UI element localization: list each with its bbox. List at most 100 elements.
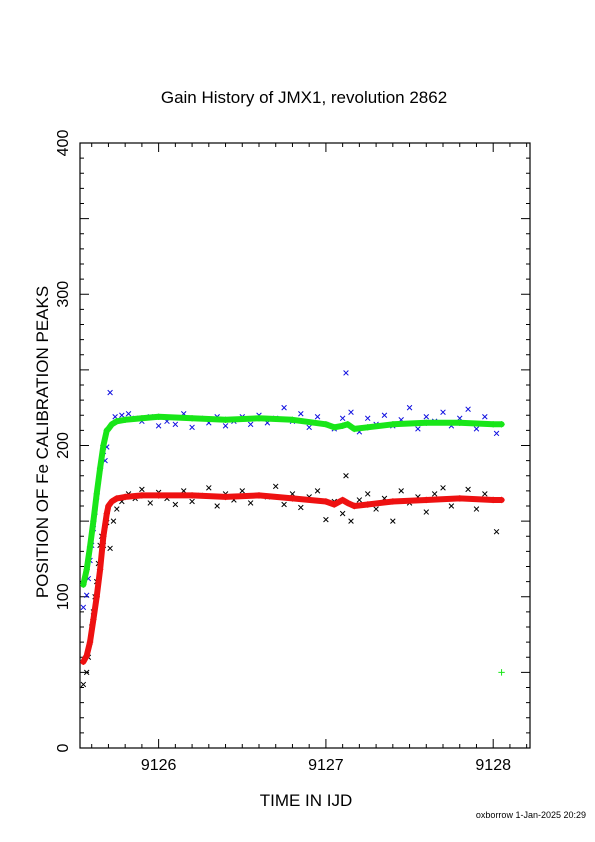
data-marks (80, 370, 505, 688)
data-point (440, 409, 446, 415)
data-point (83, 669, 90, 676)
data-point (114, 506, 120, 512)
data-point (103, 510, 110, 517)
tick-marks (80, 142, 530, 749)
data-point (125, 410, 132, 417)
data-point (314, 488, 321, 494)
chart-title: Gain History of JMX1, revolution 2862 (161, 88, 447, 107)
data-point (390, 518, 396, 524)
data-point (80, 581, 87, 588)
data-point (139, 486, 145, 493)
data-point (255, 492, 263, 499)
data-point (440, 485, 446, 491)
data-point (105, 425, 112, 433)
data-point (351, 425, 358, 433)
plot-frame (79, 142, 531, 749)
data-point (83, 566, 90, 573)
data-point (96, 566, 104, 573)
data-point (343, 370, 349, 376)
data-point (172, 421, 179, 428)
data-point (322, 421, 330, 428)
x-axis-label: TIME IN IJD (260, 791, 353, 810)
data-point (255, 415, 263, 422)
data-point (406, 404, 413, 411)
series-line (80, 492, 505, 665)
series-2-green (80, 413, 505, 588)
data-point (289, 495, 296, 502)
data-point (489, 496, 497, 504)
data-point (110, 518, 117, 524)
data-point (423, 509, 430, 515)
data-point (465, 406, 471, 412)
data-point (86, 638, 94, 646)
data-point (298, 504, 304, 511)
series-3-red (80, 492, 505, 665)
data-point (281, 501, 287, 508)
data-point (364, 415, 371, 422)
data-point (398, 488, 404, 494)
data-point (155, 423, 162, 429)
y-tick-label: 200 (55, 432, 72, 459)
data-point (289, 416, 296, 423)
data-point (80, 658, 87, 665)
data-point (108, 421, 115, 428)
data-point (323, 516, 329, 523)
data-point (493, 430, 500, 437)
data-point (119, 412, 125, 419)
data-point (105, 502, 112, 510)
data-point (415, 426, 421, 432)
data-point (239, 488, 246, 494)
data-point (147, 500, 154, 506)
data-point (214, 503, 220, 509)
y-tick-label: 400 (55, 130, 72, 157)
data-point (339, 510, 346, 517)
data-point (456, 419, 463, 427)
data-point (272, 483, 279, 490)
data-point (423, 414, 430, 420)
data-point (100, 533, 107, 540)
data-point (339, 496, 346, 504)
data-point (138, 415, 146, 422)
data-point (188, 415, 196, 422)
x-tick-label: 9127 (308, 757, 344, 774)
data-point (206, 485, 212, 491)
data-point (222, 423, 229, 429)
data-point (389, 421, 397, 428)
data-point (456, 495, 463, 502)
data-point (331, 501, 338, 508)
y-axis-label: POSITION OF Fe CALIBRATION PEAKS (33, 286, 52, 598)
data-point (339, 415, 346, 422)
data-point (83, 592, 90, 598)
data-point (473, 426, 480, 432)
data-point (121, 416, 129, 423)
data-point (121, 493, 129, 501)
y-tick-label: 100 (55, 583, 72, 610)
data-point (331, 424, 338, 431)
data-point (489, 421, 497, 428)
data-point (381, 412, 388, 419)
y-tick-label: 300 (55, 281, 72, 308)
data-point (498, 669, 505, 676)
data-point (364, 491, 371, 497)
data-point (373, 506, 379, 512)
data-point (498, 496, 505, 504)
data-point (306, 424, 312, 431)
data-point (473, 506, 480, 512)
data-point (423, 419, 430, 427)
data-point (298, 410, 304, 417)
data-point (108, 498, 115, 505)
data-point (155, 492, 162, 499)
data-point (189, 498, 195, 505)
data-point (96, 464, 104, 472)
data-point (344, 421, 351, 428)
series-1-black (80, 472, 500, 688)
data-point (465, 486, 471, 493)
data-point (364, 424, 371, 431)
x-tick-labels: 9126 9127 9128 (141, 757, 511, 774)
series-0-blue (80, 370, 500, 611)
data-point (448, 503, 455, 509)
data-point (314, 414, 321, 420)
data-point (100, 442, 107, 449)
data-point (344, 499, 351, 507)
